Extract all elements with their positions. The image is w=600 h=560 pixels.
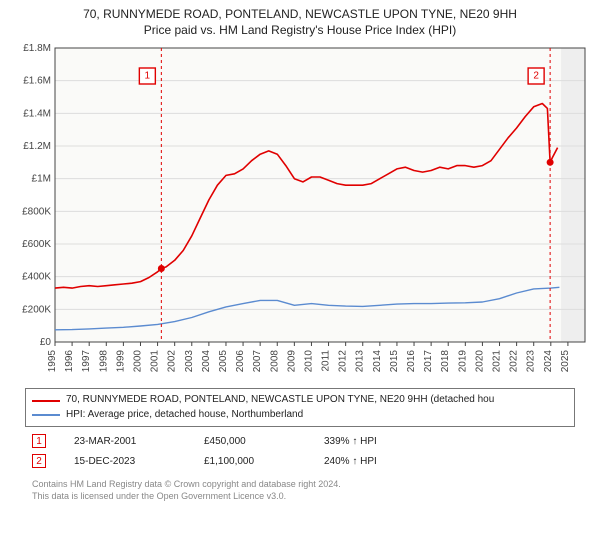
svg-text:£1.2M: £1.2M	[23, 141, 51, 152]
svg-text:2015: 2015	[389, 350, 400, 373]
svg-text:1999: 1999	[115, 350, 126, 373]
svg-text:2005: 2005	[218, 350, 229, 373]
svg-text:2020: 2020	[474, 350, 485, 373]
chart-subtitle: Price paid vs. HM Land Registry's House …	[8, 22, 592, 38]
svg-text:2: 2	[533, 71, 539, 82]
svg-text:2016: 2016	[406, 350, 417, 373]
transaction-marker-icon: 1	[32, 434, 46, 448]
line-chart: £0 £200K £400K £600K £800K £1M £1.2M £1.4M £1.6M…	[9, 42, 591, 382]
svg-text:2011: 2011	[321, 350, 332, 372]
svg-text:2006: 2006	[235, 350, 246, 373]
transaction-date: 23-MAR-2001	[74, 436, 204, 447]
svg-text:2007: 2007	[252, 350, 263, 373]
legend: 70, RUNNYMEDE ROAD, PONTELAND, NEWCASTLE…	[25, 388, 575, 427]
svg-text:2012: 2012	[338, 350, 349, 373]
svg-text:2002: 2002	[167, 350, 178, 373]
svg-text:2008: 2008	[269, 350, 280, 373]
svg-text:£200K: £200K	[22, 305, 51, 316]
svg-text:2021: 2021	[492, 350, 503, 373]
svg-text:£1.4M: £1.4M	[23, 109, 51, 120]
svg-text:2014: 2014	[372, 350, 383, 373]
transaction-price: £450,000	[204, 436, 324, 447]
svg-text:1: 1	[145, 71, 151, 82]
svg-text:£1.8M: £1.8M	[23, 43, 51, 54]
transaction-pct: 339% ↑ HPI	[324, 436, 444, 447]
chart-card: 70, RUNNYMEDE ROAD, PONTELAND, NEWCASTLE…	[0, 0, 600, 560]
svg-text:2018: 2018	[440, 350, 451, 373]
svg-text:2009: 2009	[286, 350, 297, 373]
svg-text:2004: 2004	[201, 350, 212, 373]
table-row: 2 15-DEC-2023 £1,100,000 240% ↑ HPI	[32, 451, 568, 471]
svg-text:£800K: £800K	[22, 207, 51, 218]
svg-text:1998: 1998	[98, 350, 109, 373]
transaction-price: £1,100,000	[204, 456, 324, 467]
svg-text:1996: 1996	[64, 350, 75, 373]
svg-text:£1M: £1M	[32, 174, 51, 185]
svg-text:2010: 2010	[303, 350, 314, 373]
svg-text:2019: 2019	[457, 350, 468, 373]
svg-text:1995: 1995	[47, 350, 58, 373]
footer-line: Contains HM Land Registry data © Crown c…	[32, 479, 568, 491]
transaction-pct: 240% ↑ HPI	[324, 456, 444, 467]
svg-text:2003: 2003	[184, 350, 195, 373]
transaction-marker-icon: 2	[32, 454, 46, 468]
legend-label: HPI: Average price, detached house, Nort…	[66, 408, 303, 423]
legend-item: HPI: Average price, detached house, Nort…	[32, 408, 568, 423]
svg-text:2024: 2024	[543, 350, 554, 373]
table-row: 1 23-MAR-2001 £450,000 339% ↑ HPI	[32, 431, 568, 451]
svg-text:£0: £0	[40, 337, 52, 348]
plot-area: £0 £200K £400K £600K £800K £1M £1.2M £1.4M £1.6M…	[9, 42, 591, 382]
chart-title: 70, RUNNYMEDE ROAD, PONTELAND, NEWCASTLE…	[8, 6, 592, 22]
svg-text:£1.6M: £1.6M	[23, 76, 51, 87]
footer-attribution: Contains HM Land Registry data © Crown c…	[32, 479, 568, 502]
legend-label: 70, RUNNYMEDE ROAD, PONTELAND, NEWCASTLE…	[66, 393, 494, 408]
svg-text:2022: 2022	[509, 350, 520, 373]
svg-text:2001: 2001	[150, 350, 161, 373]
legend-swatch	[32, 400, 60, 402]
svg-text:1997: 1997	[81, 350, 92, 373]
svg-text:2013: 2013	[355, 350, 366, 373]
svg-text:2000: 2000	[132, 350, 143, 373]
svg-text:£400K: £400K	[22, 272, 51, 283]
svg-text:£600K: £600K	[22, 239, 51, 250]
svg-text:2025: 2025	[560, 350, 571, 373]
legend-swatch	[32, 414, 60, 416]
svg-text:2017: 2017	[423, 350, 434, 373]
footer-line: This data is licensed under the Open Gov…	[32, 491, 568, 503]
transaction-date: 15-DEC-2023	[74, 456, 204, 467]
legend-item: 70, RUNNYMEDE ROAD, PONTELAND, NEWCASTLE…	[32, 393, 568, 408]
svg-text:2023: 2023	[526, 350, 537, 373]
transactions-table: 1 23-MAR-2001 £450,000 339% ↑ HPI 2 15-D…	[32, 431, 568, 471]
